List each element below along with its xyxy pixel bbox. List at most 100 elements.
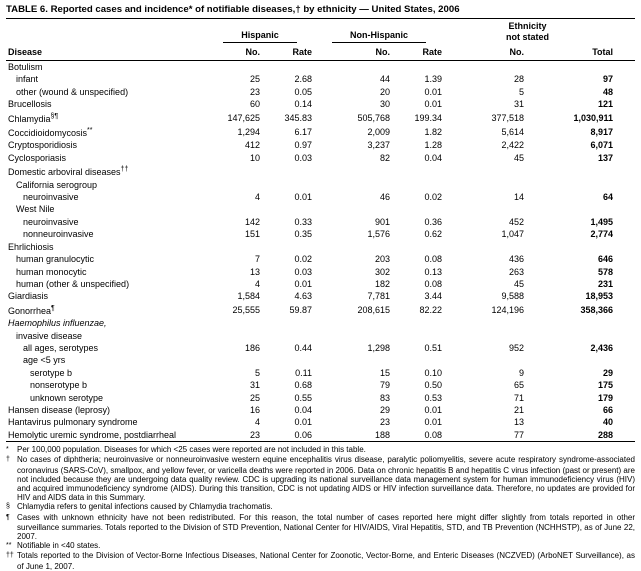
group-header-row: Hispanic Non-Hispanic Ethnicity not state… xyxy=(6,19,635,46)
hispanic-no-cell: 151 xyxy=(244,229,260,240)
ethnicity-not-stated-no-cell: 452 xyxy=(509,216,525,227)
total-cell: 578 xyxy=(598,266,614,277)
hispanic-rate-cell: 0.44 xyxy=(294,342,313,353)
total-cell: 646 xyxy=(598,254,614,265)
ethnicity-not-stated-no-cell: 28 xyxy=(514,74,525,85)
nonhispanic-rate-cell: 0.36 xyxy=(424,216,443,227)
hispanic-rate-cell: 0.55 xyxy=(294,392,313,403)
total-cell xyxy=(526,330,635,342)
disease-label: age <5 yrs xyxy=(23,355,66,366)
nonhispanic-rate-cell: 0.08 xyxy=(424,254,443,265)
nonhispanic-rate-cell xyxy=(392,61,444,74)
header-hispanic-rate: Rate xyxy=(262,45,315,61)
nonhispanic-rate-cell xyxy=(392,164,444,178)
footnote-ref: †† xyxy=(120,166,129,174)
header-group-ethnicity-not-stated: Ethnicity not stated xyxy=(444,19,635,46)
section-row: West Nile xyxy=(6,203,635,215)
hispanic-no-cell xyxy=(206,330,262,342)
disease-label: Gonorrhea¶ xyxy=(8,304,55,316)
disease-label: Haemophilus influenzae, xyxy=(8,318,107,329)
hispanic-group-label: Hispanic xyxy=(223,30,297,43)
hispanic-rate-cell: 0.01 xyxy=(294,192,313,203)
total-cell: 18,953 xyxy=(585,291,614,302)
nonhispanic-no-cell: 505,768 xyxy=(357,112,391,123)
section-row: Botulism xyxy=(6,61,635,74)
hispanic-no-cell: 1,584 xyxy=(237,291,260,302)
nonhispanic-no-cell: 302 xyxy=(374,266,391,277)
disease-label: Hansen disease (leprosy) xyxy=(8,404,111,415)
nonhispanic-no-cell: 182 xyxy=(374,278,391,289)
total-cell: 2,774 xyxy=(590,229,614,240)
ethnicity-not-stated-no-cell: 21 xyxy=(514,404,525,415)
footnote-text: Cases with unknown ethnicity have not be… xyxy=(17,512,635,542)
nonhispanic-rate-cell xyxy=(392,179,444,191)
disease-label: other (wound & unspecified) xyxy=(16,86,129,97)
hispanic-no-cell: 23 xyxy=(249,86,260,97)
ethnicity-not-stated-no-cell: 952 xyxy=(509,342,525,353)
hispanic-rate-cell: 345.83 xyxy=(284,112,313,123)
nonhispanic-rate-cell: 3.44 xyxy=(424,291,443,302)
table-row: Hantavirus pulmonary syndrome 4 0.01 23 0.01… xyxy=(6,416,635,428)
table-row: Giardiasis 1,584 4.63 7,781 3.44 9,588 18,953 xyxy=(6,290,635,302)
table-row: Hansen disease (leprosy) 16 0.04 29 0.01 21 66 xyxy=(6,404,635,416)
hispanic-rate-cell: 0.14 xyxy=(294,99,313,110)
nonhispanic-no-cell: 23 xyxy=(380,417,391,428)
header-total: Total xyxy=(526,45,636,61)
disease-label: neuroinvasive xyxy=(23,216,79,227)
hispanic-no-cell: 31 xyxy=(249,380,260,391)
footnote-text: Chlamydia refers to genital infections c… xyxy=(17,502,273,512)
table-row: unknown serotype 25 0.55 83 0.53 71 179 xyxy=(6,392,635,404)
hispanic-rate-cell: 0.01 xyxy=(294,278,313,289)
footnote-ref: §¶ xyxy=(50,112,59,120)
footnote: †† Totals reported to the Division of Vec… xyxy=(6,551,635,570)
footnote-marker: ** xyxy=(6,542,12,550)
hispanic-no-cell: 13 xyxy=(249,266,260,277)
header-disease: Disease xyxy=(6,45,206,61)
nonhispanic-no-cell: 1,576 xyxy=(367,229,391,240)
ethnicity-not-stated-no-cell: 5,614 xyxy=(501,127,525,138)
total-cell: 2,436 xyxy=(590,342,614,353)
hispanic-no-cell: 7 xyxy=(254,254,260,265)
nonhispanic-no-cell: 2,009 xyxy=(367,127,391,138)
nonhispanic-rate-cell: 0.04 xyxy=(424,152,443,163)
ethnicity-not-stated-no-cell xyxy=(444,317,526,329)
total-cell: 8,917 xyxy=(590,127,614,138)
hispanic-rate-cell: 59.87 xyxy=(289,304,313,315)
section-row: invasive disease xyxy=(6,330,635,342)
footnotes: * Per 100,000 population. Diseases for wh… xyxy=(6,445,635,571)
disease-label: Cyclosporiasis xyxy=(8,152,67,163)
hispanic-rate-cell: 0.11 xyxy=(295,367,313,378)
ethnicity-label-line2: not stated xyxy=(506,32,550,42)
hispanic-rate-cell xyxy=(262,203,314,215)
hispanic-no-cell: 4 xyxy=(254,192,260,203)
table-row: Hemolytic uremic syndrome, postdiarrheal… xyxy=(6,429,635,442)
ethnicity-not-stated-no-cell: 5 xyxy=(519,86,525,97)
hispanic-rate-cell: 0.03 xyxy=(294,266,313,277)
hispanic-rate-cell xyxy=(262,330,314,342)
ethnicity-not-stated-no-cell: 436 xyxy=(509,254,525,265)
hispanic-no-cell: 25,555 xyxy=(232,304,260,315)
table-row: nonneuroinvasive 151 0.35 1,576 0.62 1,047 2,7… xyxy=(6,228,635,240)
nonhispanic-no-cell xyxy=(314,330,392,342)
disease-label: Cryptosporidiosis xyxy=(8,140,78,151)
total-cell: 40 xyxy=(603,417,614,428)
table-row: neuroinvasive 142 0.33 901 0.36 452 1,495 xyxy=(6,216,635,228)
hispanic-rate-cell: 0.35 xyxy=(294,229,313,240)
header-group-hispanic: Hispanic xyxy=(206,19,314,46)
header-hispanic-no: No. xyxy=(206,45,262,61)
total-cell: 175 xyxy=(598,380,614,391)
table-row: human monocytic 13 0.03 302 0.13 263 578 xyxy=(6,266,635,278)
nonhispanic-no-cell xyxy=(314,164,392,178)
nonhispanic-rate-cell: 0.50 xyxy=(424,380,443,391)
section-row: Ehrlichiosis xyxy=(6,241,635,253)
hispanic-no-cell: 23 xyxy=(249,429,260,440)
nonhispanic-rate-cell: 0.02 xyxy=(424,192,443,203)
total-cell: 231 xyxy=(598,278,614,289)
nonhispanic-rate-cell: 0.01 xyxy=(424,86,443,97)
header-ethnicity-not-stated-no: No. xyxy=(444,45,527,61)
hispanic-rate-cell: 6.17 xyxy=(294,127,313,138)
disease-label: Hemolytic uremic syndrome, postdiarrheal xyxy=(8,429,177,440)
nonhispanic-rate-cell: 0.08 xyxy=(424,429,443,440)
nonhispanic-rate-cell: 1.39 xyxy=(424,74,443,85)
